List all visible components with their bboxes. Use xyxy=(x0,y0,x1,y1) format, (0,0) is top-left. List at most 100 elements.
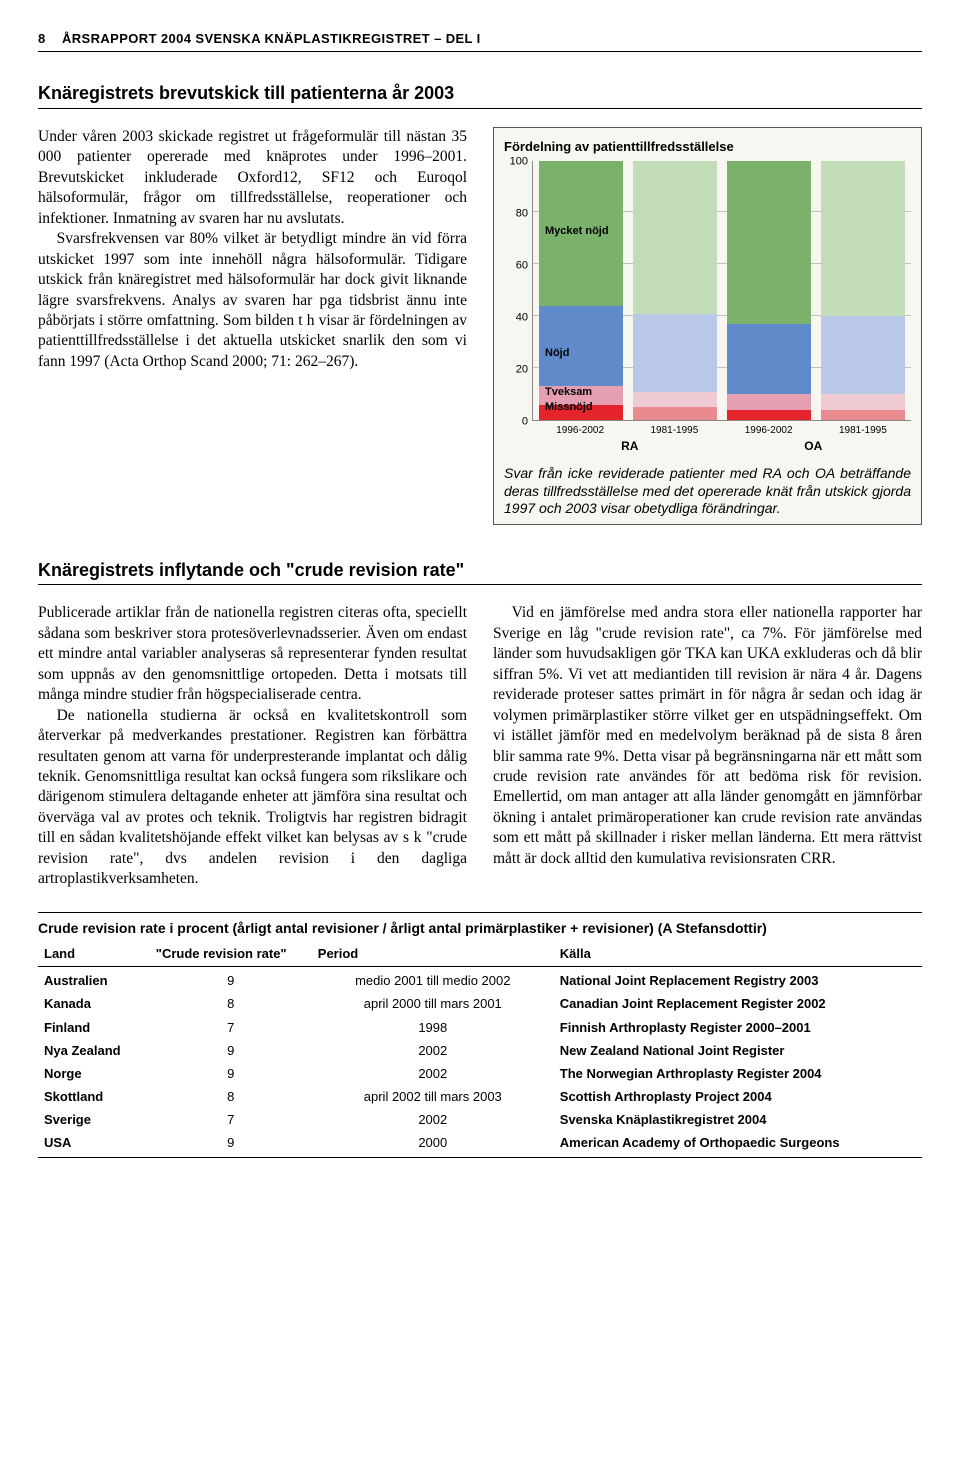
bar-segment-mycket xyxy=(727,161,811,324)
table-cell: Skottland xyxy=(38,1085,150,1108)
table-row: Nya Zealand92002New Zealand National Joi… xyxy=(38,1039,922,1062)
xgroup-label: OA xyxy=(722,439,906,455)
bar-segment-nojd xyxy=(821,316,905,394)
table-cell: Kanada xyxy=(38,992,150,1015)
bar-segment-tveksam xyxy=(727,394,811,410)
ytick-label: 0 xyxy=(522,414,528,429)
chart-group-labels: RAOA xyxy=(532,437,911,455)
table-cell: 9 xyxy=(150,1062,312,1085)
report-title: ÅRSRAPPORT 2004 SVENSKA KNÄPLASTIKREGIST… xyxy=(62,30,922,47)
ytick-label: 40 xyxy=(516,310,528,325)
table-cell: 8 xyxy=(150,992,312,1015)
table-header-cell: "Crude revision rate" xyxy=(150,941,312,967)
section2-right-p1: Vid en jämförelse med andra stora eller … xyxy=(493,603,922,869)
table-cell: The Norwegian Arthroplasty Register 2004 xyxy=(554,1062,922,1085)
table-row: Kanada8april 2000 till mars 2001Canadian… xyxy=(38,992,922,1015)
section1-para1: Under våren 2003 skickade registret ut f… xyxy=(38,127,467,229)
table-cell: Norge xyxy=(38,1062,150,1085)
table-cell: 1998 xyxy=(312,1016,554,1039)
table-row: Sverige72002Svenska Knäplastikregistret … xyxy=(38,1108,922,1131)
xtick-label: 1981-1995 xyxy=(821,424,905,437)
bar-stack xyxy=(539,161,623,420)
chart-bars-field: MissnöjdTveksam Nöjd Mycket nöjd xyxy=(532,161,911,421)
chart-title: Fördelning av patienttillfredsställelse xyxy=(504,138,911,155)
section1-title: Knäregistrets brevutskick till patienter… xyxy=(38,82,922,106)
table-cell: Sverige xyxy=(38,1108,150,1131)
ytick-label: 60 xyxy=(516,258,528,273)
table-header-cell: Källa xyxy=(554,941,922,967)
table-cell: medio 2001 till medio 2002 xyxy=(312,967,554,993)
table-cell: 9 xyxy=(150,967,312,993)
xtick-label: 1996-2002 xyxy=(538,424,622,437)
section2-left-col: Publicerade artiklar från de nationella … xyxy=(38,603,467,889)
xgroup-label: RA xyxy=(538,439,722,455)
section2-right-col: Vid en jämförelse med andra stora eller … xyxy=(493,603,922,889)
table-cell: 2000 xyxy=(312,1131,554,1157)
segment-label: Mycket nöjd xyxy=(545,224,609,239)
xtick-label: 1996-2002 xyxy=(727,424,811,437)
table-row: USA92000American Academy of Orthopaedic … xyxy=(38,1131,922,1157)
table-cell: 2002 xyxy=(312,1108,554,1131)
xtick-label: 1981-1995 xyxy=(632,424,716,437)
table-row: Australien9medio 2001 till medio 2002Nat… xyxy=(38,967,922,993)
section2-columns: Publicerade artiklar från de nationella … xyxy=(38,603,922,889)
table-body: Australien9medio 2001 till medio 2002Nat… xyxy=(38,967,922,1157)
table-cell: 7 xyxy=(150,1108,312,1131)
table-cell: Canadian Joint Replacement Register 2002 xyxy=(554,992,922,1015)
segment-label: Tveksam xyxy=(545,385,592,400)
bar-segment-missnojd xyxy=(633,407,717,420)
section2-rule xyxy=(38,584,922,585)
crude-revision-table-block: Crude revision rate i procent (årligt an… xyxy=(38,912,922,1158)
chart-xaxis: 1996-2002 1981-1995 1996-2002 1981-1995 xyxy=(532,421,911,437)
page-header: 8 ÅRSRAPPORT 2004 SVENSKA KNÄPLASTIKREGI… xyxy=(38,30,922,52)
table-header-cell: Land xyxy=(38,941,150,967)
bar-segment-nojd xyxy=(633,314,717,392)
section1-right-col: Fördelning av patienttillfredsställelse … xyxy=(493,127,922,525)
chart-caption: Svar från icke reviderade patienter med … xyxy=(504,465,911,518)
section2-title: Knäregistrets inflytande och "crude revi… xyxy=(38,559,922,583)
table-cell: Svenska Knäplastikregistret 2004 xyxy=(554,1108,922,1131)
table-cell: Scottish Arthroplasty Project 2004 xyxy=(554,1085,922,1108)
table-header-row: Land"Crude revision rate"PeriodKälla xyxy=(38,941,922,967)
ytick-label: 100 xyxy=(510,154,528,169)
table-row: Finland71998Finnish Arthroplasty Registe… xyxy=(38,1016,922,1039)
table-cell: Australien xyxy=(38,967,150,993)
chart-plot-area: 020406080100 MissnöjdTveksamNöjdMycket n… xyxy=(504,161,911,421)
table-cell: 9 xyxy=(150,1039,312,1062)
table-cell: National Joint Replacement Registry 2003 xyxy=(554,967,922,993)
table-cell: april 2000 till mars 2001 xyxy=(312,992,554,1015)
bar-segment-tveksam xyxy=(633,392,717,408)
table-cell: USA xyxy=(38,1131,150,1157)
bar-stack xyxy=(821,161,905,420)
section1-para2: Svarsfrekvensen var 80% vilket är betydl… xyxy=(38,229,467,372)
table-row: Norge92002The Norwegian Arthroplasty Reg… xyxy=(38,1062,922,1085)
table-cell: Nya Zealand xyxy=(38,1039,150,1062)
bar-segment-missnojd xyxy=(821,410,905,420)
segment-label: Nöjd xyxy=(545,346,569,361)
ytick-label: 80 xyxy=(516,206,528,221)
table-cell: American Academy of Orthopaedic Surgeons xyxy=(554,1131,922,1157)
crude-revision-table: Land"Crude revision rate"PeriodKälla Aus… xyxy=(38,941,922,1157)
bar-segment-mycket xyxy=(821,161,905,316)
table-cell: 8 xyxy=(150,1085,312,1108)
section1-rule xyxy=(38,108,922,109)
table-cell: 2002 xyxy=(312,1039,554,1062)
table-cell: 9 xyxy=(150,1131,312,1157)
section1-columns: Under våren 2003 skickade registret ut f… xyxy=(38,127,922,525)
bar-segment-tveksam xyxy=(821,394,905,410)
table-header-cell: Period xyxy=(312,941,554,967)
table-title: Crude revision rate i procent (årligt an… xyxy=(38,912,922,937)
table-cell: Finnish Arthroplasty Register 2000–2001 xyxy=(554,1016,922,1039)
segment-label: Missnöjd xyxy=(545,400,593,415)
ytick-label: 20 xyxy=(516,362,528,377)
chart-bars xyxy=(533,161,911,420)
bar-stack xyxy=(633,161,717,420)
bar-segment-missnojd xyxy=(727,410,811,420)
table-cell: april 2002 till mars 2003 xyxy=(312,1085,554,1108)
table-cell: 7 xyxy=(150,1016,312,1039)
section1-left-col: Under våren 2003 skickade registret ut f… xyxy=(38,127,467,525)
table-row: Skottland8april 2002 till mars 2003Scott… xyxy=(38,1085,922,1108)
table-cell: 2002 xyxy=(312,1062,554,1085)
table-cell: Finland xyxy=(38,1016,150,1039)
bar-segment-mycket xyxy=(633,161,717,314)
